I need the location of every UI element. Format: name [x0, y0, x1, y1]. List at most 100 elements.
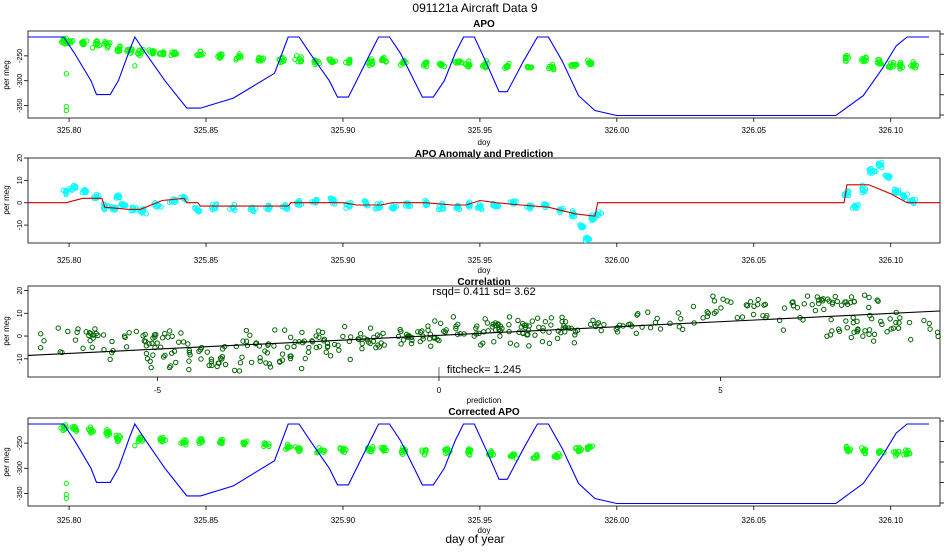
data-point — [219, 356, 225, 362]
data-point — [287, 334, 294, 341]
figure-title: 091121a Aircraft Data 9 — [412, 1, 538, 15]
data-point — [713, 308, 719, 315]
data-point — [710, 293, 716, 299]
data-point — [159, 439, 165, 445]
data-point — [143, 350, 150, 357]
data-point — [548, 322, 554, 328]
data-point — [896, 320, 902, 326]
data-point — [711, 298, 718, 304]
data-point — [482, 316, 488, 322]
data-point — [326, 56, 333, 63]
data-point — [554, 335, 561, 342]
data-point — [123, 344, 130, 350]
data-point — [465, 448, 471, 455]
data-point — [59, 349, 65, 356]
y-tick-label: -350 — [17, 486, 24, 500]
data-point — [297, 55, 303, 62]
data-point — [489, 324, 495, 330]
data-point — [844, 325, 850, 331]
data-point — [271, 343, 277, 349]
data-point — [305, 349, 312, 355]
data-point — [209, 362, 215, 369]
data-point — [115, 438, 122, 444]
data-point — [456, 206, 463, 212]
data-point — [804, 293, 811, 299]
data-point — [532, 332, 538, 338]
data-point — [579, 222, 585, 229]
data-point — [463, 61, 469, 67]
data-point — [562, 319, 569, 325]
data-point — [568, 211, 575, 217]
data-point — [166, 328, 173, 334]
y-tick-label: 10 — [17, 309, 24, 317]
panel-apo-ylabel: per meg — [2, 60, 11, 89]
data-point — [827, 332, 834, 338]
data-point — [848, 334, 855, 341]
data-point — [114, 47, 120, 54]
panel-correlation-ylabel: per meg — [2, 316, 11, 345]
data-point — [678, 316, 684, 322]
panel-apo: APO doy per meg 325.80 325.85 325.90 325.95… — [2, 19, 944, 147]
data-point — [480, 329, 487, 335]
data-point — [575, 447, 581, 453]
data-point — [776, 317, 783, 324]
data-point — [253, 340, 260, 346]
data-point — [316, 343, 323, 350]
data-point — [107, 356, 113, 363]
y-tick-label: -300 — [17, 74, 24, 88]
data-point — [843, 318, 849, 324]
data-point — [520, 330, 526, 336]
x-tick-label: 326.05 — [742, 126, 767, 135]
data-point — [892, 449, 899, 455]
data-point — [812, 307, 819, 314]
data-point — [675, 310, 682, 316]
x-tick-label: 326.00 — [605, 126, 630, 135]
x-tick-label: 326.10 — [878, 126, 903, 135]
panel-anomaly: APO Anomaly and Prediction doy per meg 3… — [2, 149, 941, 275]
data-point — [821, 306, 827, 313]
data-point — [859, 186, 866, 192]
outlier-point — [63, 107, 70, 114]
data-point — [781, 305, 788, 311]
y-tick-label: -250 — [17, 49, 24, 63]
data-point — [519, 320, 526, 327]
x-tick-label: 326.00 — [605, 256, 630, 265]
data-point — [135, 51, 142, 57]
data-point — [92, 326, 98, 332]
data-point — [140, 333, 146, 339]
data-point — [216, 52, 223, 59]
data-point — [199, 438, 206, 445]
data-point — [815, 300, 822, 307]
data-point — [347, 56, 353, 63]
data-point — [316, 334, 322, 340]
data-point — [370, 444, 376, 450]
data-point — [284, 445, 291, 452]
data-point — [297, 59, 304, 65]
data-point — [367, 325, 374, 331]
data-point — [492, 322, 498, 329]
data-point — [491, 339, 497, 345]
data-point — [383, 59, 389, 65]
data-point — [378, 444, 384, 451]
data-point — [186, 366, 192, 373]
fit-line — [27, 310, 941, 356]
data-point — [219, 353, 226, 360]
data-point — [159, 335, 166, 341]
data-point — [437, 320, 444, 327]
data-point — [601, 321, 607, 328]
data-point — [339, 448, 346, 454]
data-point — [761, 302, 767, 308]
data-point — [374, 205, 380, 212]
data-point — [853, 205, 860, 211]
data-point — [877, 161, 883, 167]
data-point — [484, 320, 491, 326]
panel-correlation-xlabel: prediction — [467, 396, 502, 405]
data-point — [465, 446, 472, 452]
data-point — [180, 339, 187, 345]
data-point — [251, 208, 257, 215]
data-point — [595, 320, 602, 326]
data-point — [568, 62, 574, 68]
panel-apo-frame — [27, 30, 941, 119]
data-point — [734, 315, 741, 321]
data-point — [284, 344, 291, 350]
